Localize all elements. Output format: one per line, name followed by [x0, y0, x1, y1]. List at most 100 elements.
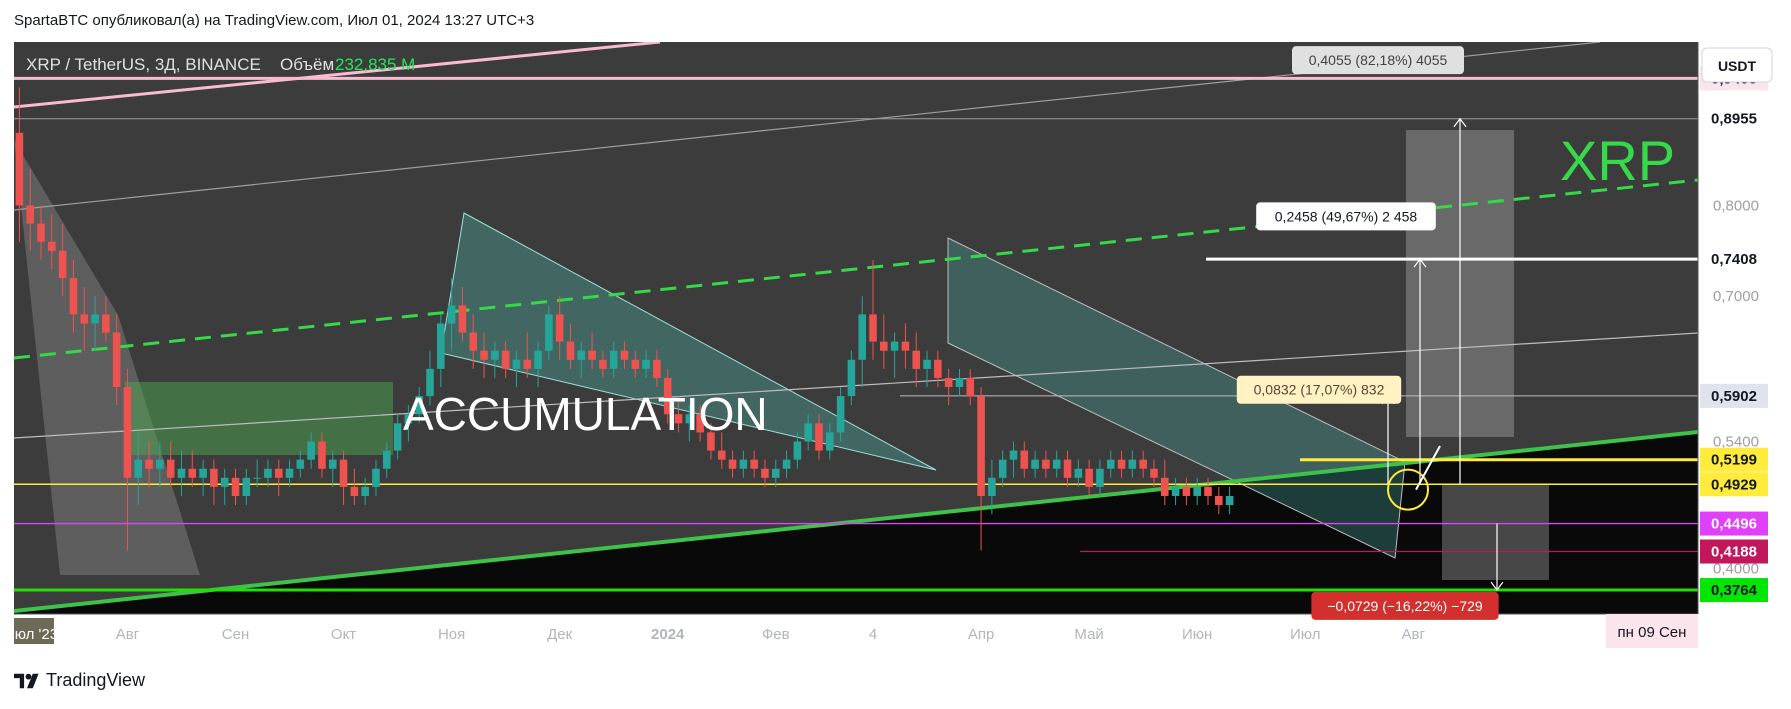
candle-body — [415, 396, 423, 415]
candle — [231, 468, 240, 506]
candle-body — [901, 341, 910, 351]
candle-body — [545, 314, 553, 351]
time-tick-label: 2024 — [651, 626, 685, 643]
price-axis[interactable]: 0,80000,70000,54000,40000,94000,89550,74… — [1697, 42, 1768, 614]
time-tick-label: Июл '23 — [4, 626, 58, 643]
currency-button-label: USDT — [1718, 58, 1757, 74]
candle-body — [836, 396, 845, 433]
candle — [555, 296, 564, 360]
candle — [944, 368, 953, 406]
candle — [220, 468, 229, 506]
candle-body — [220, 477, 229, 487]
measure-label-text: 0,2458 (49,67%) 2 458 — [1275, 208, 1418, 224]
candle-body — [555, 314, 564, 342]
projection-box-down — [1442, 485, 1549, 580]
candle — [750, 450, 758, 478]
candle-body — [48, 241, 56, 251]
measure-label-box — [1311, 591, 1499, 620]
time-tick-label: Авг — [1402, 626, 1426, 643]
footer-brand-name: TradingView — [46, 670, 146, 690]
time-tick-label: Апр — [968, 626, 994, 643]
crosshair-date-label: пн 09 Сен — [1618, 624, 1687, 641]
candle-body — [1117, 459, 1126, 469]
crosshair-date-tag: пн 09 Сен — [1606, 614, 1698, 648]
candle — [901, 323, 910, 369]
candle-body — [80, 314, 89, 324]
candle-body — [156, 459, 164, 469]
candle — [609, 341, 618, 378]
main-support-trendline — [14, 430, 1698, 613]
candle-body — [847, 359, 856, 397]
candle-body — [480, 350, 488, 360]
candle — [955, 368, 964, 397]
time-tick-label: Дек — [547, 626, 573, 643]
candle-body — [285, 468, 294, 478]
candle — [15, 87, 24, 242]
candle — [728, 450, 737, 478]
candle-body — [210, 468, 218, 487]
candle-body — [1052, 459, 1061, 469]
candle-body — [58, 250, 67, 279]
candle-body — [501, 350, 510, 369]
candle-body — [1106, 459, 1115, 469]
candle-body — [1096, 468, 1104, 487]
accumulation-label: ACCUMULATION — [403, 388, 768, 440]
candle — [1150, 459, 1158, 487]
candle — [156, 441, 164, 487]
candle — [1009, 441, 1018, 478]
footer-brand[interactable]: TradingView — [14, 670, 145, 691]
candle-body — [696, 414, 704, 433]
candle-body — [685, 414, 694, 424]
price-tag-box — [1700, 511, 1768, 536]
candle-body — [112, 332, 121, 388]
candle — [350, 468, 359, 506]
tradingview-logo-icon — [14, 673, 39, 688]
measure-label-box — [1256, 202, 1436, 231]
candle-body — [955, 377, 964, 388]
candle-body — [566, 341, 575, 360]
candle — [869, 259, 877, 360]
candle-body — [1042, 459, 1050, 469]
candle — [437, 314, 445, 388]
candle-body — [1139, 459, 1147, 469]
candle — [328, 450, 337, 487]
candle — [782, 450, 791, 478]
range-start-marker — [14, 618, 54, 644]
candle — [1074, 459, 1083, 487]
candle — [447, 278, 456, 351]
candle — [998, 450, 1007, 487]
candle — [69, 259, 78, 333]
candle — [1042, 450, 1050, 478]
candle-body — [393, 423, 402, 451]
symbol-title[interactable]: XRP / TetherUS, 3Д, BINANCE — [26, 55, 261, 74]
candle-body — [264, 468, 272, 478]
candle — [253, 459, 261, 487]
currency-button[interactable]: USDT — [1701, 47, 1773, 83]
candle-body — [404, 414, 413, 424]
candle — [199, 459, 207, 496]
candle — [458, 287, 467, 342]
candle — [177, 450, 186, 496]
candle — [318, 432, 326, 478]
candle-body — [1074, 468, 1083, 478]
accumulation-zone — [125, 382, 393, 455]
time-tick-label: Фев — [762, 626, 790, 643]
candle — [501, 341, 510, 378]
candle — [1096, 459, 1104, 496]
measure-label: 0,0832 (17,07%) 832 — [1236, 375, 1402, 404]
candle — [588, 332, 596, 369]
pink-diagonal — [14, 42, 661, 109]
candle — [80, 287, 89, 351]
candle-body — [934, 359, 942, 378]
candle — [123, 368, 132, 551]
candle-body — [1128, 459, 1137, 469]
candle-body — [458, 305, 467, 333]
candle — [1020, 441, 1029, 478]
measure-arrow-large-head — [1453, 117, 1467, 128]
candle-body — [188, 468, 197, 478]
time-axis[interactable]: Июл '23 Авг Сен Окт Ноя Дек 2024 Фев 4 Апр Май Июн И… — [4, 613, 1698, 644]
price-tag-box — [1700, 447, 1768, 472]
price-tag-label: 0,4188 — [1711, 544, 1757, 561]
candle — [426, 350, 434, 406]
